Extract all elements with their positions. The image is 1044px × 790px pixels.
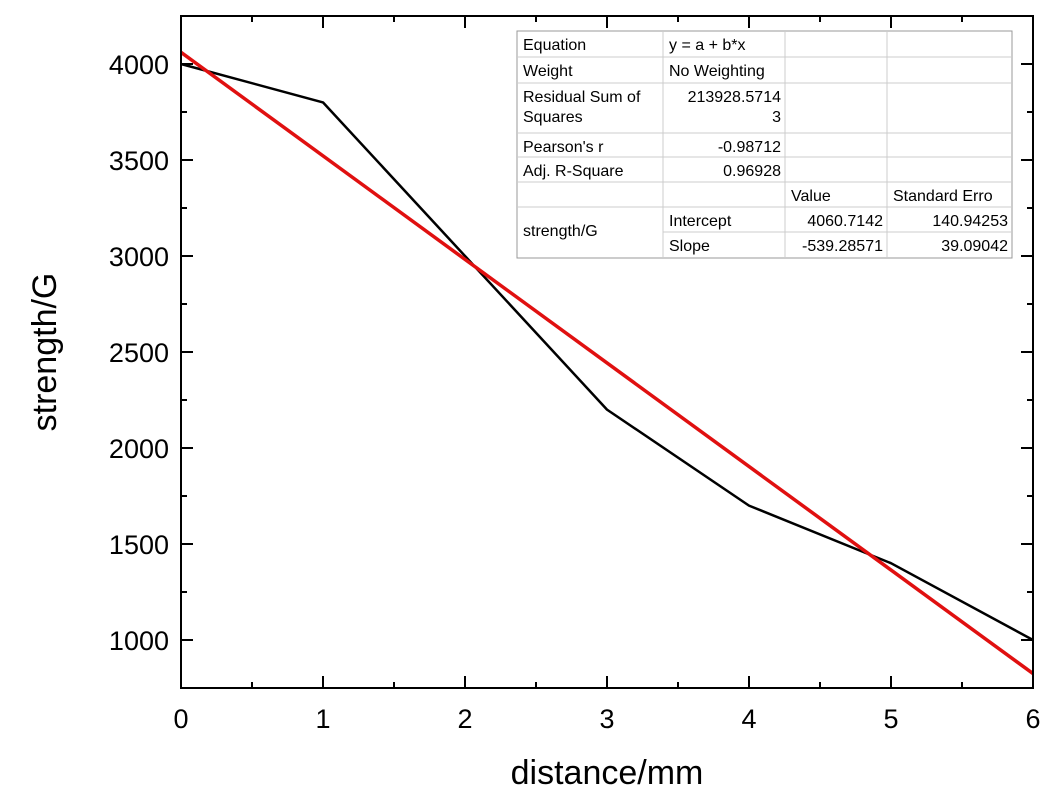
stats-label: Adj. R-Square <box>523 163 624 180</box>
stats-value: 140.94253 <box>932 213 1008 230</box>
stats-table-bg <box>516 30 1013 259</box>
y-tick-label: 2500 <box>109 338 169 368</box>
stats-param: Intercept <box>669 213 732 230</box>
stats-label: Equation <box>523 37 586 54</box>
stats-value: -0.98712 <box>718 139 781 156</box>
stats-header: Standard Erro <box>893 188 993 205</box>
fit-line <box>179 50 1035 676</box>
y-axis-title: strength/G <box>26 273 64 432</box>
y-tick-label: 1500 <box>109 530 169 560</box>
x-tick-label: 0 <box>173 704 188 734</box>
stats-value: -539.28571 <box>802 238 883 255</box>
stats-header: Value <box>791 188 831 205</box>
x-tick-label: 1 <box>315 704 330 734</box>
stats-value-line: 3 <box>772 109 781 126</box>
stats-value: 4060.7142 <box>807 213 883 230</box>
data-line <box>180 62 1034 642</box>
stats-value: 213928.5714 3 <box>688 89 782 126</box>
x-tick-label: 4 <box>741 704 756 734</box>
stats-value: No Weighting <box>669 63 765 80</box>
x-tick-label: 2 <box>457 704 472 734</box>
stats-label-line: Residual Sum of <box>523 89 641 106</box>
stats-table: Equation y = a + b*x Weight No Weighting Res… <box>516 30 1013 259</box>
stats-label: Weight <box>523 63 573 80</box>
y-tick-label: 1000 <box>109 626 169 656</box>
stats-label: Residual Sum of Squares <box>523 89 641 126</box>
stats-label-line: Squares <box>523 109 583 126</box>
plot-series <box>179 50 1035 676</box>
x-tick-label: 6 <box>1025 704 1040 734</box>
tick-labels: 0 1 2 3 4 5 6 1000 1500 2000 2500 3000 3500 4000 <box>109 50 1041 734</box>
x-tick-label: 3 <box>599 704 614 734</box>
stats-value: 0.96928 <box>723 163 781 180</box>
stats-value: 39.09042 <box>941 238 1008 255</box>
stats-label: Pearson's r <box>523 139 604 156</box>
stats-value-line: 213928.5714 <box>688 89 782 106</box>
y-tick-label: 2000 <box>109 434 169 464</box>
x-axis-title: distance/mm <box>511 754 704 790</box>
stats-row-group-label: strength/G <box>523 223 598 240</box>
stats-value: y = a + b*x <box>669 37 746 54</box>
y-tick-label: 4000 <box>109 50 169 80</box>
axis-ticks <box>180 16 1034 688</box>
y-tick-label: 3500 <box>109 146 169 176</box>
stats-param: Slope <box>669 238 710 255</box>
y-tick-label: 3000 <box>109 242 169 272</box>
x-tick-label: 5 <box>883 704 898 734</box>
